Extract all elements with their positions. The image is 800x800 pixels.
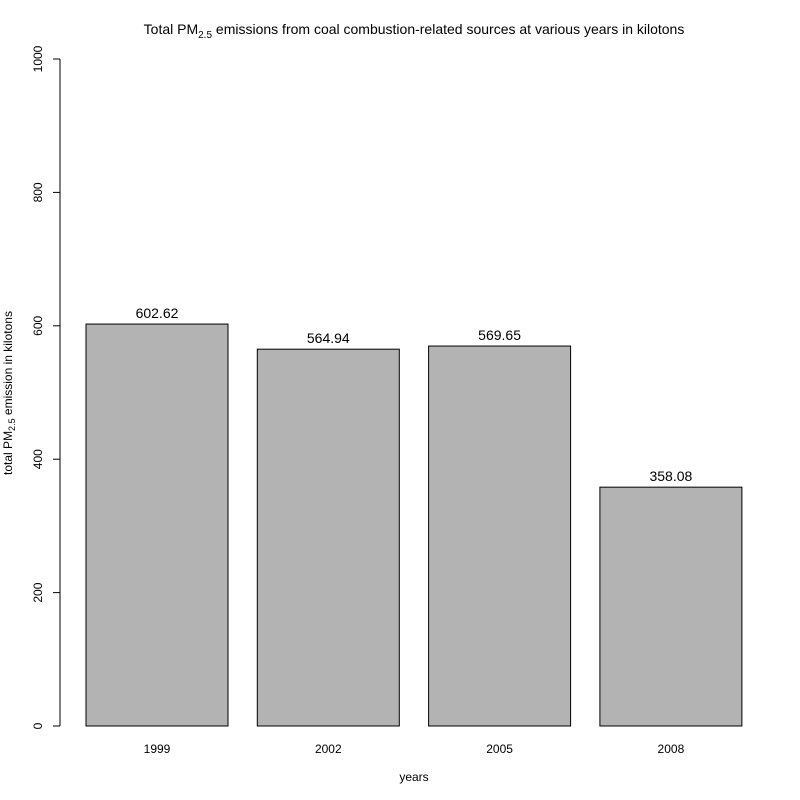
- chart-title: Total PM2.5 emissions from coal combusti…: [144, 21, 685, 41]
- bar-1999: [85, 323, 229, 727]
- bar-2008: [599, 486, 743, 727]
- data-label: 569.65: [478, 327, 521, 343]
- bar-2002: [256, 348, 400, 727]
- x-tick-label: 1999: [144, 742, 171, 756]
- y-tick-label: 600: [31, 315, 45, 335]
- bars-group: 602.62 1999 564.94 2002 569.65 2005 358.08 2008: [85, 305, 743, 756]
- y-tick-label: 1000: [31, 45, 45, 72]
- y-axis-label: total PM2.5 emission in kilotons: [1, 311, 17, 475]
- data-label: 564.94: [307, 330, 350, 346]
- y-tick-label: 0: [31, 722, 45, 729]
- y-tick-label: 200: [31, 582, 45, 602]
- data-label: 602.62: [136, 305, 179, 321]
- y-tick-label: 400: [31, 449, 45, 469]
- y-axis: 0 200 400 600 800 1000: [31, 45, 61, 729]
- x-tick-label: 2002: [315, 742, 342, 756]
- bar-2005: [428, 345, 572, 727]
- x-axis-label: years: [399, 770, 428, 784]
- y-tick-label: 800: [31, 182, 45, 202]
- data-label: 358.08: [649, 468, 692, 484]
- x-tick-label: 2008: [658, 742, 685, 756]
- x-tick-label: 2005: [486, 742, 513, 756]
